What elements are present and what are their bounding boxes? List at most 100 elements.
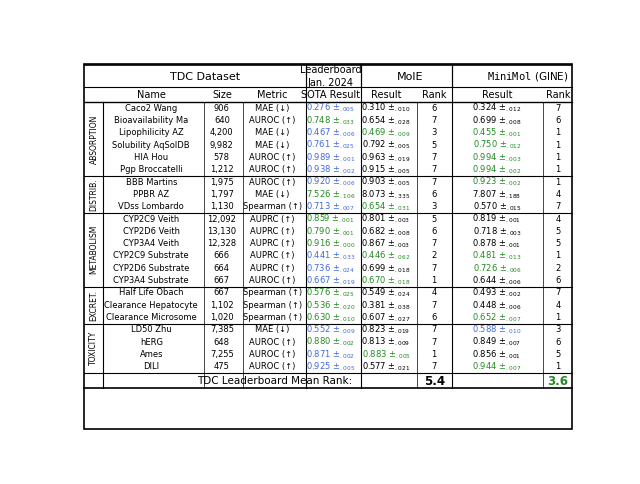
Text: 7: 7 (431, 363, 437, 371)
Text: 5: 5 (556, 227, 561, 236)
Text: AUROC (↑): AUROC (↑) (249, 165, 296, 174)
Text: Result: Result (371, 90, 401, 100)
Text: 0.871 $\pm_{.002}$: 0.871 $\pm_{.002}$ (306, 348, 355, 361)
Text: 0.607 $\pm_{.027}$: 0.607 $\pm_{.027}$ (362, 311, 411, 324)
Text: Half Life Obach: Half Life Obach (119, 288, 184, 298)
Text: AUPRC (↑): AUPRC (↑) (250, 227, 294, 236)
Text: MAE (↓): MAE (↓) (255, 190, 289, 199)
Text: AUROC (↑): AUROC (↑) (249, 338, 296, 347)
Text: 1: 1 (556, 313, 561, 322)
Text: 1,130: 1,130 (210, 202, 234, 211)
Text: CYP2D6 Substrate: CYP2D6 Substrate (113, 264, 189, 273)
Text: 0.713 $\pm_{.007}$: 0.713 $\pm_{.007}$ (306, 200, 355, 213)
Text: 0.654 $\pm_{.028}$: 0.654 $\pm_{.028}$ (362, 114, 411, 127)
Text: 7: 7 (556, 202, 561, 211)
Text: TDC Dataset: TDC Dataset (170, 72, 241, 82)
Text: 1: 1 (556, 128, 561, 137)
Text: 0.925 $\pm_{.005}$: 0.925 $\pm_{.005}$ (306, 361, 355, 373)
Text: MAE (↓): MAE (↓) (255, 104, 289, 113)
Text: 0.455 $\pm_{.001}$: 0.455 $\pm_{.001}$ (472, 126, 522, 139)
Text: AUROC (↑): AUROC (↑) (249, 363, 296, 371)
Text: 0.570 $\pm_{.015}$: 0.570 $\pm_{.015}$ (472, 200, 522, 213)
Text: 7: 7 (431, 338, 437, 347)
Text: MAE (↓): MAE (↓) (255, 140, 289, 150)
Text: AUPRC (↑): AUPRC (↑) (250, 214, 294, 224)
Text: Clearance Microsome: Clearance Microsome (106, 313, 196, 322)
Text: Name: Name (137, 90, 166, 100)
Text: 7: 7 (431, 165, 437, 174)
Text: 0.576 $\pm_{.025}$: 0.576 $\pm_{.025}$ (306, 287, 355, 299)
Text: Caco2 Wang: Caco2 Wang (125, 104, 177, 113)
Text: 1: 1 (556, 153, 561, 162)
Text: 0.859 $\pm_{.001}$: 0.859 $\pm_{.001}$ (306, 213, 355, 225)
Text: 13,130: 13,130 (207, 227, 236, 236)
Text: 7: 7 (431, 325, 437, 334)
Text: 3: 3 (431, 128, 437, 137)
Text: 0.750 $\pm_{.012}$: 0.750 $\pm_{.012}$ (472, 139, 522, 151)
Text: 0.630 $\pm_{.010}$: 0.630 $\pm_{.010}$ (305, 311, 355, 324)
Text: 0.588 $\pm_{.010}$: 0.588 $\pm_{.010}$ (472, 324, 522, 336)
Text: 0.813 $\pm_{.009}$: 0.813 $\pm_{.009}$ (362, 336, 411, 348)
Text: 0.577 $\pm_{.021}$: 0.577 $\pm_{.021}$ (362, 361, 410, 373)
Text: 0.644 $\pm_{.006}$: 0.644 $\pm_{.006}$ (472, 274, 522, 287)
Text: MAE (↓): MAE (↓) (255, 128, 289, 137)
Text: 0.938 $\pm_{.002}$: 0.938 $\pm_{.002}$ (306, 164, 355, 176)
Text: 1: 1 (556, 140, 561, 150)
Text: 0.718 $\pm_{.003}$: 0.718 $\pm_{.003}$ (472, 225, 522, 238)
Text: 578: 578 (214, 153, 230, 162)
Text: $\mathtt{MiniMol}$ (GINE): $\mathtt{MiniMol}$ (GINE) (487, 70, 568, 83)
Text: 6: 6 (431, 104, 437, 113)
Text: 0.856 $\pm_{.001}$: 0.856 $\pm_{.001}$ (472, 348, 522, 361)
Text: 0.801 $\pm_{.003}$: 0.801 $\pm_{.003}$ (362, 213, 411, 225)
Text: 6: 6 (556, 116, 561, 125)
Text: SOTA Result: SOTA Result (301, 90, 360, 100)
Text: 0.923 $\pm_{.002}$: 0.923 $\pm_{.002}$ (472, 176, 522, 188)
Text: AUROC (↑): AUROC (↑) (249, 350, 296, 359)
Text: 0.310 $\pm_{.010}$: 0.310 $\pm_{.010}$ (362, 102, 411, 114)
Text: AUROC (↑): AUROC (↑) (249, 276, 296, 285)
Text: Rank: Rank (546, 90, 570, 100)
Text: 0.441 $\pm_{.033}$: 0.441 $\pm_{.033}$ (305, 250, 355, 262)
Text: 1: 1 (556, 178, 561, 186)
Text: CYP3A4 Substrate: CYP3A4 Substrate (113, 276, 189, 285)
Text: 8.073 $\pm_{.335}$: 8.073 $\pm_{.335}$ (362, 188, 411, 201)
Text: 0.552 $\pm_{.009}$: 0.552 $\pm_{.009}$ (305, 324, 355, 336)
Text: Spearman (↑): Spearman (↑) (243, 288, 302, 298)
Text: 475: 475 (214, 363, 230, 371)
Text: DILI: DILI (143, 363, 159, 371)
Text: 6: 6 (431, 313, 437, 322)
Text: 12,328: 12,328 (207, 239, 236, 248)
Text: 7: 7 (431, 153, 437, 162)
Text: CYP2C9 Veith: CYP2C9 Veith (123, 214, 179, 224)
Text: 0.381 $\pm_{.038}$: 0.381 $\pm_{.038}$ (362, 299, 411, 312)
Text: Leaderboard
Jan. 2024: Leaderboard Jan. 2024 (300, 65, 361, 88)
Text: CYP2C9 Substrate: CYP2C9 Substrate (113, 252, 189, 260)
Text: 0.654 $\pm_{.031}$: 0.654 $\pm_{.031}$ (362, 200, 411, 213)
Text: 0.670 $\pm_{.018}$: 0.670 $\pm_{.018}$ (362, 274, 411, 287)
Text: Result: Result (482, 90, 512, 100)
Text: 0.915 $\pm_{.005}$: 0.915 $\pm_{.005}$ (362, 164, 411, 176)
Text: Clearance Hepatocyte: Clearance Hepatocyte (104, 301, 198, 310)
Text: Ames: Ames (140, 350, 163, 359)
Text: 0.493 $\pm_{.002}$: 0.493 $\pm_{.002}$ (472, 287, 522, 299)
Text: 1: 1 (556, 252, 561, 260)
Text: 0.467 $\pm_{.006}$: 0.467 $\pm_{.006}$ (305, 126, 355, 139)
Text: 0.819 $\pm_{.001}$: 0.819 $\pm_{.001}$ (472, 213, 522, 225)
Text: Bioavailability Ma: Bioavailability Ma (114, 116, 188, 125)
Text: LD50 Zhu: LD50 Zhu (131, 325, 172, 334)
Text: 0.963 $\pm_{.019}$: 0.963 $\pm_{.019}$ (362, 151, 411, 164)
Text: 7: 7 (556, 288, 561, 298)
Text: 0.748 $\pm_{.033}$: 0.748 $\pm_{.033}$ (306, 114, 355, 127)
Text: 1: 1 (431, 276, 437, 285)
Text: 906: 906 (214, 104, 230, 113)
Text: 0.469 $\pm_{.009}$: 0.469 $\pm_{.009}$ (362, 126, 411, 139)
Text: 0.790 $\pm_{.001}$: 0.790 $\pm_{.001}$ (306, 225, 355, 238)
Text: 0.446 $\pm_{.062}$: 0.446 $\pm_{.062}$ (362, 250, 411, 262)
Text: AUROC (↑): AUROC (↑) (249, 116, 296, 125)
Text: EXCRET.: EXCRET. (90, 290, 99, 321)
Text: 0.761 $\pm_{.025}$: 0.761 $\pm_{.025}$ (306, 139, 355, 151)
Text: 5.4: 5.4 (424, 375, 445, 388)
Text: 4: 4 (556, 214, 561, 224)
Text: 648: 648 (214, 338, 230, 347)
Text: 3: 3 (556, 325, 561, 334)
